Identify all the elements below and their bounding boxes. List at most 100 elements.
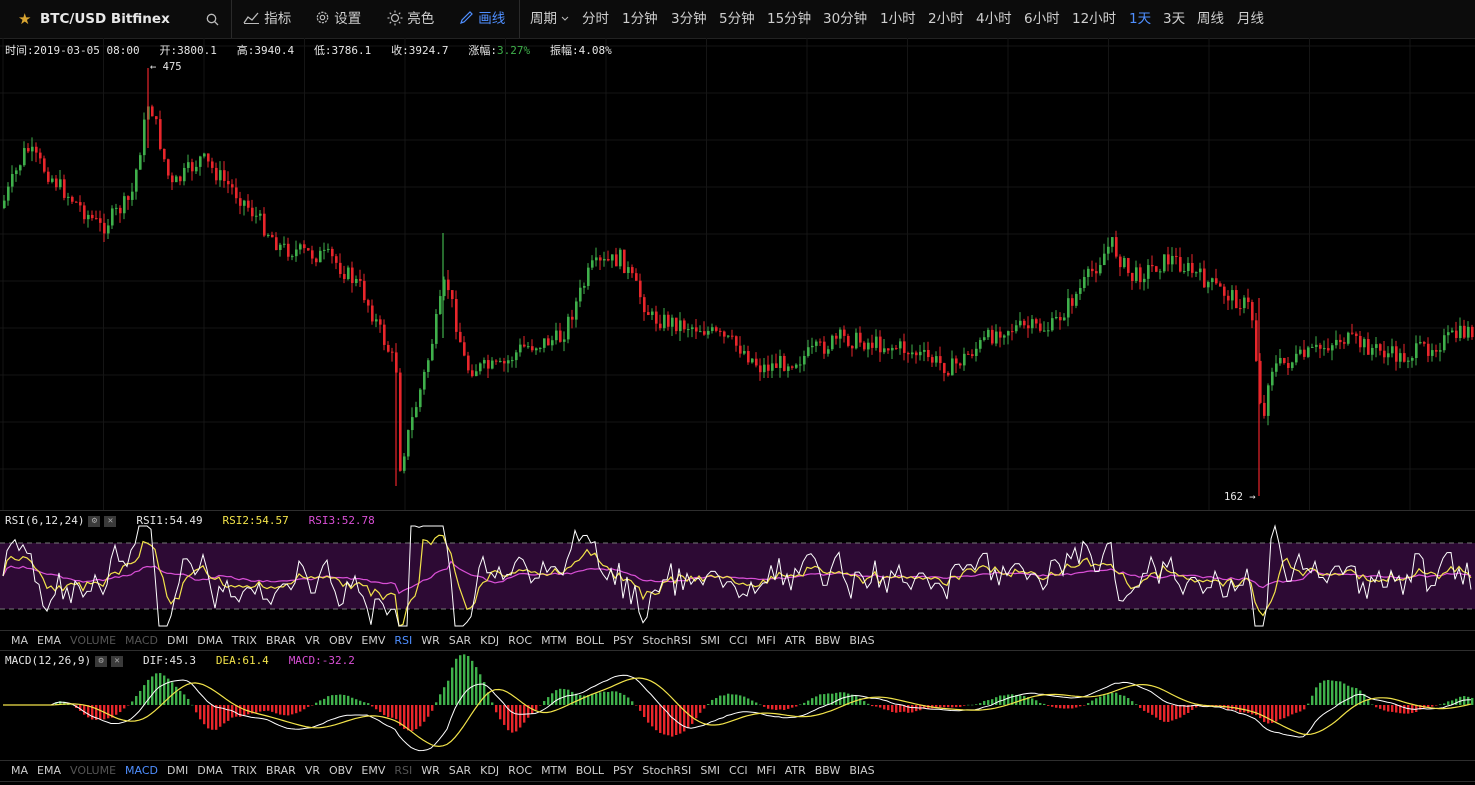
macd-chart[interactable] [0,650,1475,760]
indicator-tab-stochrsi[interactable]: StochRSI [642,634,692,647]
theme-button[interactable]: 亮色 [387,0,434,38]
indicator-tab-dma[interactable]: DMA [197,634,223,647]
macd-bar [1255,705,1258,716]
period-6[interactable]: 1小时 [880,11,916,27]
indicator-tab-obv[interactable]: OBV [329,634,353,647]
indicator-tab-wr[interactable]: WR [421,764,440,777]
indicator-tab-roc[interactable]: ROC [508,634,533,647]
search-icon[interactable] [206,0,219,38]
macd-bar [1403,705,1406,714]
macd-bar [575,693,578,705]
draw-button[interactable]: 画线 [459,0,505,38]
indicator-tab-bbw[interactable]: BBW [814,764,841,777]
gear-icon[interactable]: ⚙ [95,655,108,667]
indicator-tab-trix[interactable]: TRIX [231,764,257,777]
indicator-tab-mtm[interactable]: MTM [541,764,567,777]
indicator-tab-ema[interactable]: EMA [37,634,61,647]
indicator-tab-atr[interactable]: ATR [784,764,806,777]
period-13[interactable]: 周线 [1197,11,1224,27]
macd-bar [1027,697,1030,705]
period-5[interactable]: 30分钟 [823,11,868,27]
indicator-tab-ema[interactable]: EMA [37,764,61,777]
candle [879,330,882,362]
macd-bar [1259,705,1262,719]
close-icon[interactable]: ✕ [111,655,124,667]
candle [547,335,550,346]
indicator-tab-brar[interactable]: BRAR [265,764,296,777]
macd-bar [851,694,854,705]
indicator-tab-psy[interactable]: PSY [613,634,634,647]
indicator-tab-mtm[interactable]: MTM [541,634,567,647]
indicator-tab-boll[interactable]: BOLL [575,634,605,647]
indicator-tab-stochrsi[interactable]: StochRSI [642,764,692,777]
bar-chart-icon [243,12,259,24]
indicator-tab-mfi[interactable]: MFI [756,764,776,777]
period-4[interactable]: 15分钟 [767,11,812,27]
indicator-tab-volume[interactable]: VOLUME [69,764,117,777]
indicator-tab-smi[interactable]: SMI [700,764,721,777]
indicator-tab-macd[interactable]: MACD [125,634,159,647]
indicator-tab-rsi[interactable]: RSI [394,634,413,647]
indicator-tab-dma[interactable]: DMA [197,764,223,777]
period-9[interactable]: 6小时 [1024,11,1060,27]
indicator-tab-volume[interactable]: VOLUME [69,634,117,647]
settings-button[interactable]: 设置 [315,0,361,38]
close-icon[interactable]: ✕ [104,515,117,527]
macd-bar [1095,698,1098,705]
indicator-tab-boll[interactable]: BOLL [575,764,605,777]
star-icon[interactable]: ★ [18,10,32,28]
indicator-tab-macd[interactable]: MACD [125,764,159,777]
indicator-tab-kdj[interactable]: KDJ [480,634,500,647]
period-7[interactable]: 2小时 [928,11,964,27]
indicator-tab-trix[interactable]: TRIX [231,634,257,647]
indicator-tab-atr[interactable]: ATR [784,634,806,647]
macd-bar [891,705,894,712]
indicator-tab-psy[interactable]: PSY [613,764,634,777]
period-0[interactable]: 分时 [582,11,609,27]
indicator-tab-cci[interactable]: CCI [729,634,748,647]
indicator-tab-brar[interactable]: BRAR [265,634,296,647]
indicator-tab-bbw[interactable]: BBW [814,634,841,647]
period-dropdown[interactable]: 周期 [530,0,569,38]
period-12[interactable]: 3天 [1163,11,1186,27]
period-2[interactable]: 3分钟 [671,11,707,27]
macd-bar [143,685,146,705]
candle [607,250,610,262]
period-3[interactable]: 5分钟 [719,11,755,27]
indicator-tab-dmi[interactable]: DMI [167,764,189,777]
indicator-tab-emv[interactable]: EMV [361,634,386,647]
candle [1379,343,1382,356]
indicator-tab-bias[interactable]: BIAS [849,634,875,647]
indicator-tab-vr[interactable]: VR [304,634,320,647]
indicator-tab-wr[interactable]: WR [421,634,440,647]
indicator-tab-kdj[interactable]: KDJ [480,764,500,777]
indicator-tab-vr[interactable]: VR [304,764,320,777]
period-11[interactable]: 1天 [1129,11,1152,27]
period-1[interactable]: 1分钟 [622,11,658,27]
indicator-tab-sar[interactable]: SAR [448,634,472,647]
indicator-tab-emv[interactable]: EMV [361,764,386,777]
indicator-tab-ma[interactable]: MA [11,634,29,647]
indicators-button[interactable]: 指标 [243,0,291,38]
candle [1307,345,1310,359]
candlestick-chart[interactable] [0,38,1475,510]
indicator-tab-roc[interactable]: ROC [508,764,533,777]
period-14[interactable]: 月线 [1237,11,1264,27]
indicator-tab-mfi[interactable]: MFI [756,634,776,647]
indicator-tab-obv[interactable]: OBV [329,764,353,777]
macd-bar [1407,705,1410,714]
rsi-chart[interactable] [0,510,1475,630]
period-8[interactable]: 4小时 [976,11,1012,27]
indicator-tab-bias[interactable]: BIAS [849,764,875,777]
candle [1327,338,1330,353]
indicator-tab-sar[interactable]: SAR [448,764,472,777]
macd-bar [1047,705,1050,706]
indicator-tab-smi[interactable]: SMI [700,634,721,647]
gear-icon[interactable]: ⚙ [88,515,101,527]
indicator-tab-ma[interactable]: MA [11,764,29,777]
period-10[interactable]: 12小时 [1072,11,1117,27]
indicator-tab-cci[interactable]: CCI [729,764,748,777]
candle [1067,288,1070,327]
indicator-tab-dmi[interactable]: DMI [167,634,189,647]
indicator-tab-rsi[interactable]: RSI [394,764,413,777]
